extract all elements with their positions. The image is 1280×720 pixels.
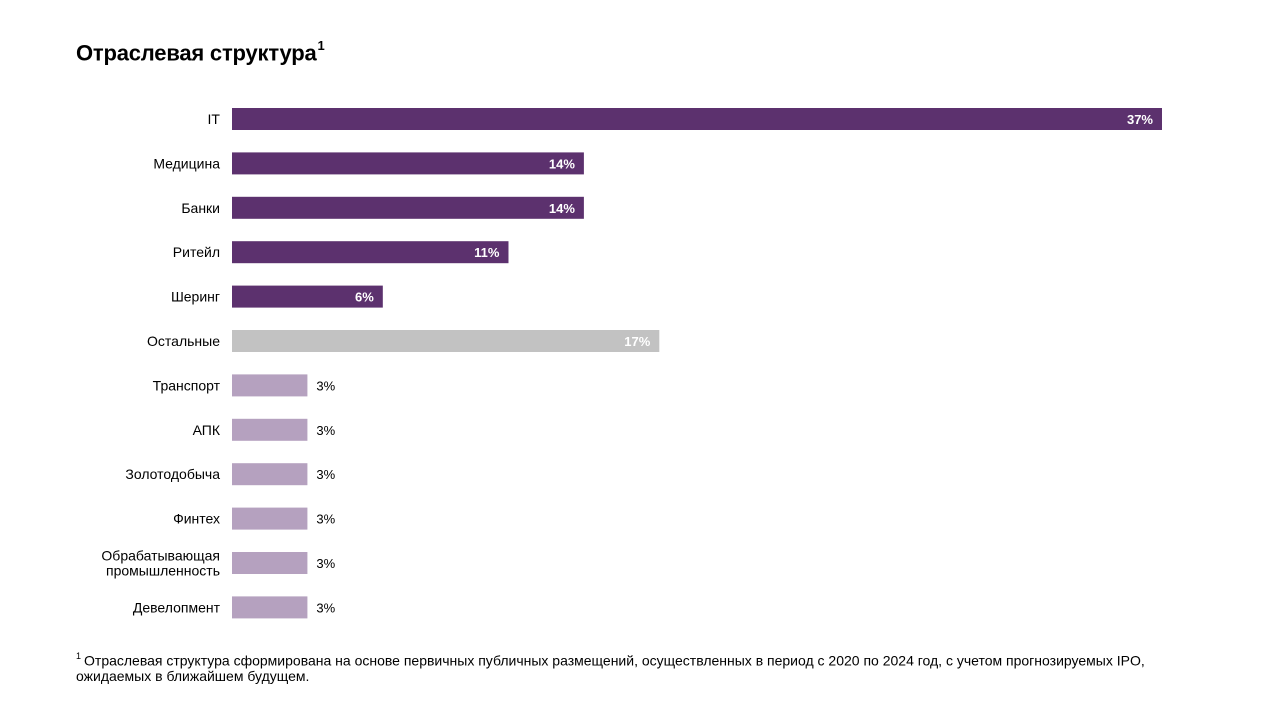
chart-title-text: Отраслевая структура xyxy=(76,40,317,66)
data-label: 14% xyxy=(549,201,575,216)
data-label: 17% xyxy=(624,334,650,349)
footnote-marker: 1 xyxy=(76,651,82,661)
bar-11 xyxy=(232,552,308,574)
category-label: Обрабатывающая промышленность xyxy=(101,548,220,579)
category-label: Шеринг xyxy=(171,289,220,305)
data-label: 11% xyxy=(474,245,500,260)
bar-10 xyxy=(232,507,308,530)
data-label: 3% xyxy=(316,378,335,393)
bar-6 xyxy=(232,330,660,352)
bar-2 xyxy=(232,152,584,175)
footnote: 1 Отраслевая структура сформирована на ос… xyxy=(76,650,1216,684)
category-label: Остальные xyxy=(147,333,220,349)
footnote-text: Отраслевая структура сформирована на осн… xyxy=(76,652,1145,684)
category-label: Медицина xyxy=(153,155,220,171)
bar-4 xyxy=(232,241,509,264)
data-label: 3% xyxy=(316,467,335,482)
bar-12 xyxy=(232,596,308,619)
data-label: 37% xyxy=(1127,112,1153,127)
bar-9 xyxy=(232,463,308,486)
category-label: Ритейл xyxy=(173,244,220,260)
title-footnote-marker: 1 xyxy=(317,38,325,53)
bar-3 xyxy=(232,196,584,219)
bar-5 xyxy=(232,285,383,308)
category-label: Золотодобыча xyxy=(125,466,220,482)
data-label: 3% xyxy=(316,600,335,615)
bar-7 xyxy=(232,374,308,397)
data-label: 3% xyxy=(316,556,335,571)
data-label: 3% xyxy=(316,512,335,527)
category-label: Транспорт xyxy=(153,377,221,393)
bar-chart: IT 37% Медицина 14% Банки 14% Ритейл 11% Шеринг 6… xyxy=(101,108,1162,619)
chart-title: Отраслевая структура1 xyxy=(76,38,325,66)
bar-8 xyxy=(232,418,308,441)
category-label: Финтех xyxy=(173,511,220,527)
data-label: 6% xyxy=(355,290,374,305)
category-label: IT xyxy=(208,111,221,127)
bar-1 xyxy=(232,108,1162,130)
data-label: 3% xyxy=(316,423,335,438)
category-label: Девелопмент xyxy=(133,599,221,615)
data-label: 14% xyxy=(549,156,575,171)
category-label: АПК xyxy=(193,422,221,438)
category-label: Банки xyxy=(181,200,220,216)
